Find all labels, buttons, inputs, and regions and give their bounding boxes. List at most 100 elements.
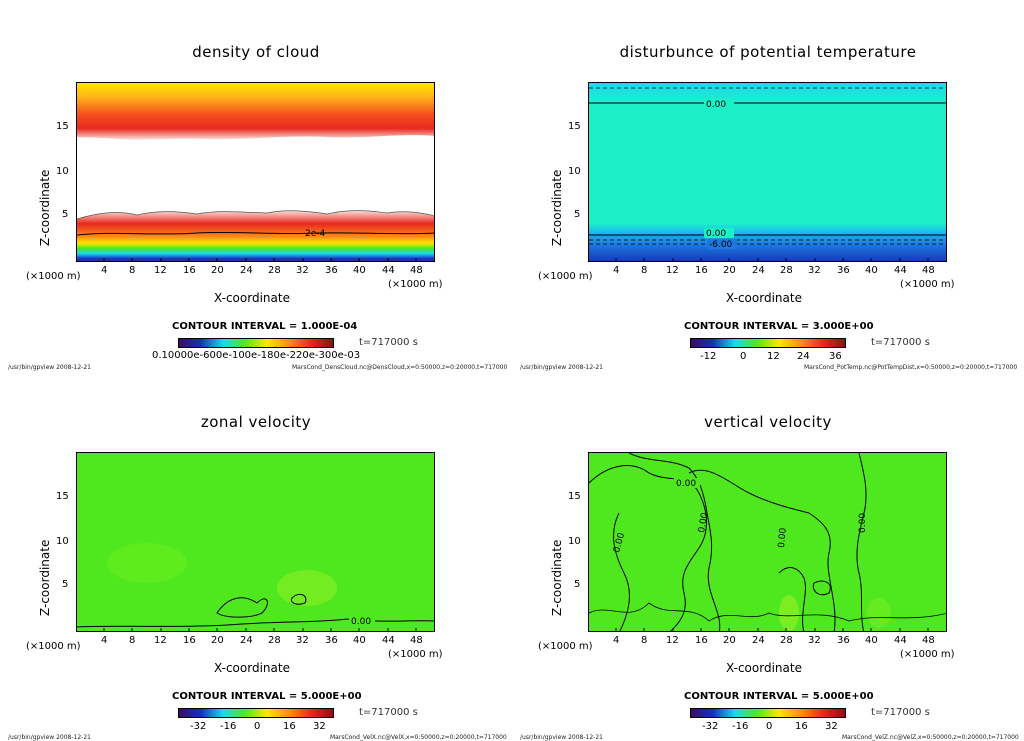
- x-tick: 32: [296, 265, 309, 276]
- x-tick: 36: [837, 265, 850, 276]
- x-tick: 20: [211, 635, 224, 646]
- contour-interval: CONTOUR INTERVAL = 5.000E+00: [172, 691, 362, 702]
- footer-right: MarsCond_PotTemp.nc@PotTempDist,x=0:5000…: [804, 364, 1018, 371]
- x-tick: 32: [808, 265, 821, 276]
- chart-title: zonal velocity: [200, 413, 312, 431]
- time-stamp: t=717000 s: [359, 707, 418, 718]
- colorbar-tick: 36: [829, 351, 842, 362]
- x-tick: 44: [894, 635, 907, 646]
- y-tick: 15: [568, 491, 581, 502]
- y-tick: 15: [56, 121, 69, 132]
- x-tick: 4: [101, 635, 108, 646]
- contour-label: 2e-4: [305, 229, 326, 239]
- chart-title: vertical velocity: [704, 413, 832, 431]
- y-tick: 5: [62, 209, 69, 220]
- plot-area: 0.00 0.00 0.00 0.00 0.00: [588, 452, 947, 632]
- colorbar-tick: -16: [220, 721, 237, 732]
- x-tick: 8: [129, 635, 136, 646]
- x-tick: 24: [240, 635, 253, 646]
- x-tick: 20: [211, 265, 224, 276]
- x-unit-left: (×1000 m): [538, 641, 593, 652]
- y-tick: 15: [56, 491, 69, 502]
- x-tick: 40: [353, 635, 366, 646]
- x-unit-left: (×1000 m): [538, 271, 593, 282]
- contour-interval: CONTOUR INTERVAL = 3.000E+00: [684, 321, 874, 332]
- y-tick: 5: [574, 209, 581, 220]
- y-tick: 5: [62, 579, 69, 590]
- y-tick: 10: [568, 166, 581, 177]
- footer-left: /usr/bin/gpview 2008-12-21: [8, 734, 91, 741]
- contour-label: 0.00: [777, 527, 789, 548]
- colorbar-labels: 0.10000e-600e-100e-180e-220e-300e-03: [152, 350, 361, 361]
- x-tick: 20: [723, 635, 736, 646]
- contour-interval: CONTOUR INTERVAL = 5.000E+00: [684, 691, 874, 702]
- x-tick: 16: [183, 635, 196, 646]
- contour-label: 0.00: [706, 100, 726, 110]
- contour-label: -6.00: [709, 240, 733, 250]
- contour-label: 0.00: [697, 512, 710, 534]
- panel-potential-temperature: disturbunce of potential temperature 0.: [512, 0, 1024, 371]
- colorbar: [178, 338, 334, 348]
- y-tick: 5: [574, 579, 581, 590]
- colorbar-tick: 32: [313, 721, 326, 732]
- y-tick: 10: [56, 166, 69, 177]
- panel-zonal-velocity: zonal velocity 0.00 Z-coordinate 5 10 15…: [0, 370, 512, 741]
- time-stamp: t=717000 s: [871, 337, 930, 348]
- x-tick: 40: [353, 265, 366, 276]
- x-axis-ticks: [103, 258, 417, 261]
- x-tick: 24: [752, 265, 765, 276]
- x-tick: 28: [780, 265, 793, 276]
- footer-left: /usr/bin/gpview 2008-12-21: [520, 364, 603, 371]
- x-unit-right: (×1000 m): [900, 649, 955, 660]
- y-axis-label: Z-coordinate: [550, 169, 564, 246]
- colorbar-tick: 0: [254, 721, 261, 732]
- x-axis-label: X-coordinate: [726, 661, 802, 675]
- x-tick: 44: [894, 265, 907, 276]
- x-unit-left: (×1000 m): [26, 641, 81, 652]
- x-tick: 8: [641, 265, 648, 276]
- x-tick: 28: [268, 635, 281, 646]
- time-stamp: t=717000 s: [359, 337, 418, 348]
- panel-vertical-velocity: vertical velocity 0.00 0.00 0.00 0.00 0.…: [512, 370, 1024, 741]
- colorbar-tick: 16: [283, 721, 296, 732]
- zonal-velocity-heatmap: 0.00: [77, 453, 434, 631]
- colorbar-tick: 0: [766, 721, 773, 732]
- colorbar-tick: -12: [700, 351, 717, 362]
- contour-label: 0.00: [858, 513, 868, 533]
- colorbar-tick: 24: [797, 351, 810, 362]
- contour-label: 0.00: [706, 229, 726, 239]
- y-axis-label: Z-coordinate: [550, 539, 564, 616]
- colorbar-tick: 12: [767, 351, 780, 362]
- colorbar-tick: -32: [190, 721, 207, 732]
- x-tick: 40: [865, 265, 878, 276]
- x-tick: 32: [808, 635, 821, 646]
- x-tick: 4: [613, 635, 620, 646]
- x-unit-right: (×1000 m): [388, 279, 443, 290]
- y-tick: 10: [56, 536, 69, 547]
- x-tick: 12: [154, 265, 167, 276]
- plot-area: 0.00 0.00 -6.00: [588, 82, 947, 262]
- cloud-heatmap: 2e-4: [77, 83, 434, 261]
- y-axis-label: Z-coordinate: [38, 539, 52, 616]
- temperature-heatmap: 0.00 0.00 -6.00: [589, 83, 946, 261]
- contour-interval: CONTOUR INTERVAL = 1.000E-04: [172, 321, 358, 332]
- x-tick: 44: [382, 265, 395, 276]
- x-tick: 8: [129, 265, 136, 276]
- x-tick: 8: [641, 635, 648, 646]
- colorbar: [690, 708, 846, 718]
- x-tick: 4: [613, 265, 620, 276]
- x-tick: 36: [325, 265, 338, 276]
- x-tick: 28: [268, 265, 281, 276]
- footer-right: MarsCond_DensCloud.nc@DensCloud,x=0:5000…: [292, 364, 508, 371]
- x-tick: 12: [154, 635, 167, 646]
- upper-cloud-layer: [77, 83, 434, 140]
- footer-left: /usr/bin/gpview 2008-12-21: [8, 364, 91, 371]
- x-axis-label: X-coordinate: [214, 661, 290, 675]
- footer-right: MarsCond_VelX.nc@VelX,x=0:50000,z=0:2000…: [330, 734, 507, 741]
- x-tick: 36: [837, 635, 850, 646]
- chart-title: density of cloud: [192, 43, 320, 61]
- x-tick: 36: [325, 635, 338, 646]
- x-tick: 20: [723, 265, 736, 276]
- plot-area: 0.00: [76, 452, 435, 632]
- x-tick: 16: [695, 265, 708, 276]
